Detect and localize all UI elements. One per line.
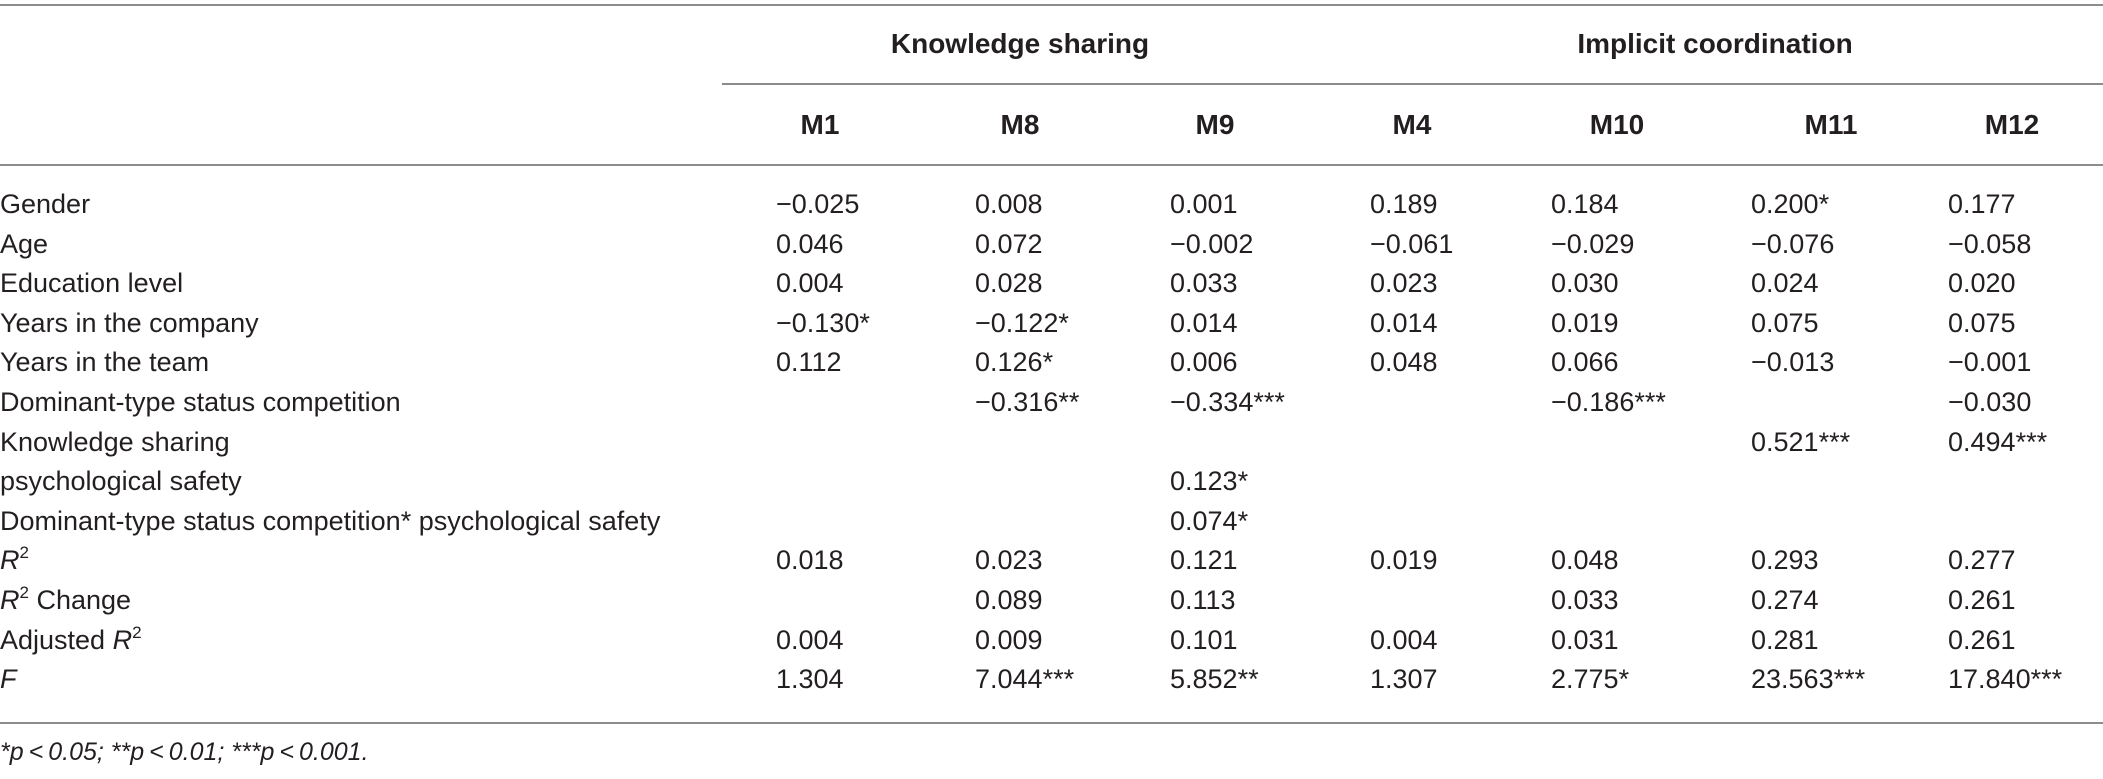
table-cell: 0.521*** xyxy=(1751,426,1851,457)
top-rule xyxy=(0,4,2103,6)
table-cell: 0.031 xyxy=(1551,624,1619,655)
header-rule xyxy=(0,164,2103,166)
table-cell: 0.001 xyxy=(1170,189,1238,219)
table-cell: 0.494*** xyxy=(1948,426,2048,457)
table-cell: 0.293 xyxy=(1751,545,1819,576)
table-cell: −0.025 xyxy=(776,189,860,219)
row-label: psychological safety xyxy=(0,466,242,497)
table-cell: 0.014 xyxy=(1170,307,1238,338)
table-cell: 0.261 xyxy=(1948,624,2016,655)
table-cell: 0.184 xyxy=(1551,189,1619,219)
table-cell: 0.004 xyxy=(776,624,844,655)
table-cell: 0.113 xyxy=(1170,585,1236,615)
table-cell: 0.281 xyxy=(1751,624,1819,655)
group-header-implicit-coordination: Implicit coordination xyxy=(1577,28,1853,59)
row-label: Adjusted R2 xyxy=(0,622,142,655)
table-cell: 0.200* xyxy=(1751,189,1830,219)
table-cell: 0.018 xyxy=(776,545,844,576)
table-cell: 1.307 xyxy=(1370,664,1438,695)
group-header-knowledge-sharing: Knowledge sharing xyxy=(890,28,1150,59)
table-cell: 0.074* xyxy=(1170,505,1249,536)
column-header-m12: M12 xyxy=(1984,109,2040,140)
table-cell: −0.013 xyxy=(1751,347,1835,378)
table-cell: 0.023 xyxy=(975,545,1043,576)
table-cell: −0.076 xyxy=(1751,228,1835,259)
table-cell: 0.023 xyxy=(1370,268,1438,299)
row-label: Gender xyxy=(0,189,91,219)
table-cell: 5.852** xyxy=(1170,664,1259,695)
table-cell: 0.004 xyxy=(776,268,844,299)
table-cell: −0.030 xyxy=(1948,387,2032,417)
table-cell: −0.334*** xyxy=(1170,387,1285,417)
table-cell: 0.277 xyxy=(1948,545,2016,576)
row-label: Education level xyxy=(0,268,184,299)
table-cell: 0.046 xyxy=(776,228,844,259)
table-cell: −0.186*** xyxy=(1551,387,1666,417)
table-cell: −0.029 xyxy=(1551,228,1635,259)
table-cell: 1.304 xyxy=(776,664,844,695)
table-cell: 0.123* xyxy=(1170,466,1249,497)
table-cell: 0.033 xyxy=(1551,585,1619,615)
table-cell: 0.004 xyxy=(1370,624,1438,655)
table-cell: −0.058 xyxy=(1948,228,2032,259)
table-cell: 0.189 xyxy=(1370,189,1438,219)
table-cell: 0.274 xyxy=(1751,585,1819,615)
table-cell: 0.261 xyxy=(1948,585,2016,615)
table-cell: 0.075 xyxy=(1948,307,2016,338)
column-header-m8: M8 xyxy=(1000,109,1040,140)
row-label: F xyxy=(0,664,17,695)
column-header-m4: M4 xyxy=(1392,109,1432,140)
table-cell: 0.048 xyxy=(1370,347,1438,378)
table-cell: 0.006 xyxy=(1170,347,1238,378)
row-label: Dominant-type status competition xyxy=(0,387,401,417)
table-cell: 0.008 xyxy=(975,189,1043,219)
table-cell: 0.020 xyxy=(1948,268,2016,299)
table-cell: 0.066 xyxy=(1551,347,1619,378)
table-cell: 0.101 xyxy=(1170,624,1238,655)
table-cell: 0.019 xyxy=(1551,307,1619,338)
bottom-rule xyxy=(0,722,2103,724)
table-cell: 0.024 xyxy=(1751,268,1819,299)
table-cell: 0.048 xyxy=(1551,545,1619,576)
group-rule xyxy=(722,83,2103,85)
table-cell: −0.061 xyxy=(1370,228,1454,259)
column-header-m11: M11 xyxy=(1804,109,1858,140)
table-note: *p < 0.05; **p < 0.01; ***p < 0.001. xyxy=(0,738,369,766)
table-cell: 0.030 xyxy=(1551,268,1619,299)
table-cell: 0.177 xyxy=(1948,189,2016,219)
table-cell: −0.001 xyxy=(1948,347,2032,378)
column-header-m1: M1 xyxy=(800,109,840,140)
table-cell: −0.002 xyxy=(1170,228,1254,259)
table-cell: 7.044*** xyxy=(975,664,1075,695)
table-cell: 0.033 xyxy=(1170,268,1238,299)
row-label: Age xyxy=(0,228,49,259)
column-header-m9: M9 xyxy=(1195,109,1235,140)
table-cell: 0.014 xyxy=(1370,307,1438,338)
table-cell: −0.122* xyxy=(975,307,1069,338)
table-cell: −0.316** xyxy=(975,387,1080,417)
row-label: Years in the team xyxy=(0,347,210,378)
row-label: Knowledge sharing xyxy=(0,426,230,457)
table-cell: 0.019 xyxy=(1370,545,1438,576)
table-cell: 0.089 xyxy=(975,585,1043,615)
table-cell: 17.840*** xyxy=(1948,664,2063,695)
table-cell: 2.775* xyxy=(1551,664,1630,695)
column-header-m10: M10 xyxy=(1589,109,1645,140)
row-label: Years in the company xyxy=(0,307,259,338)
table-cell: 0.009 xyxy=(975,624,1043,655)
table-cell: 0.121 xyxy=(1170,545,1238,576)
table-cell: 0.112 xyxy=(776,347,842,378)
row-label: Dominant-type status competition* psycho… xyxy=(0,505,661,536)
row-label: R2 xyxy=(0,543,29,576)
table-cell: 0.028 xyxy=(975,268,1043,299)
table-cell: 0.126* xyxy=(975,347,1054,378)
row-label: R2 Change xyxy=(0,583,132,615)
table-cell: 0.075 xyxy=(1751,307,1819,338)
table-cell: 0.072 xyxy=(975,228,1043,259)
table-cell: 23.563*** xyxy=(1751,664,1866,695)
table-cell: −0.130* xyxy=(776,307,870,338)
